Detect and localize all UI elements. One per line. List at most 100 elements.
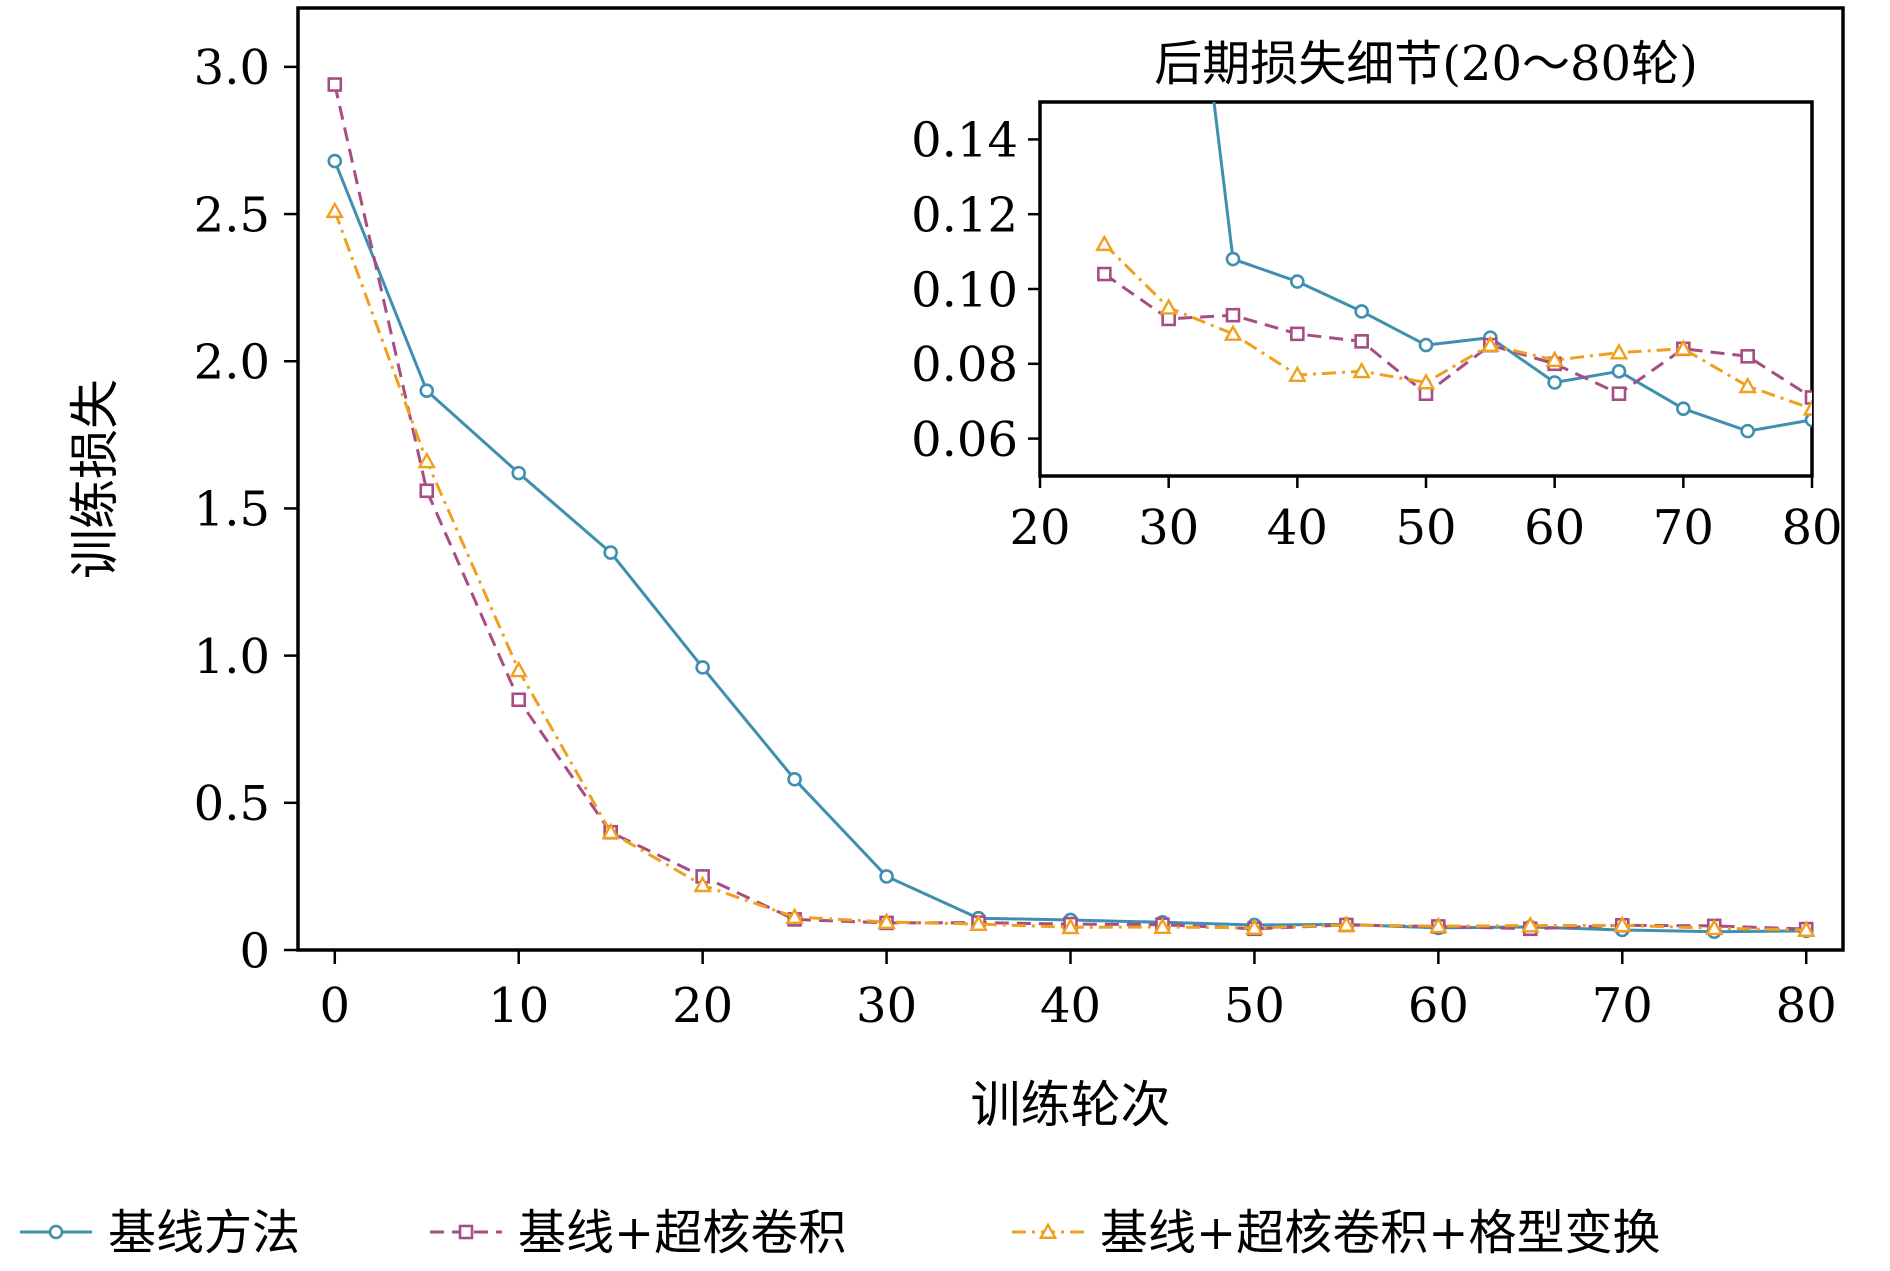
main-series-1-point bbox=[695, 660, 710, 675]
main-series-3-point bbox=[509, 660, 528, 678]
main-x-tick-label: 30 bbox=[856, 978, 917, 1034]
main-series-3-point bbox=[1337, 915, 1356, 932]
inset-series-1-point bbox=[1611, 363, 1627, 379]
inset-y-tick-label: 0.10 bbox=[911, 262, 1018, 318]
inset-series-2-point bbox=[1161, 311, 1176, 327]
inset-series-2-point bbox=[1290, 326, 1305, 342]
inset-title: 后期损失细节(20～80轮) bbox=[1154, 36, 1698, 92]
inset-series-group bbox=[1095, 102, 1812, 439]
inset-series-2-point bbox=[1740, 349, 1755, 364]
inset-x-tick-label: 50 bbox=[1395, 500, 1456, 556]
main-y-tick-label: 2.5 bbox=[194, 187, 270, 243]
main-series-3-point bbox=[1061, 917, 1080, 935]
main-series-1-point bbox=[787, 771, 802, 787]
main-series-3-point bbox=[785, 907, 804, 924]
inset-series-2-point bbox=[1097, 266, 1112, 282]
inset-series-3-point bbox=[1481, 335, 1500, 353]
inset-series-1-point bbox=[1804, 412, 1812, 428]
main-x-tick-label: 70 bbox=[1592, 978, 1653, 1034]
inset-x-tick-label: 40 bbox=[1267, 500, 1328, 556]
main-series-1-point bbox=[603, 545, 618, 560]
main-x-axis-title: 训练轮次 bbox=[971, 1076, 1171, 1134]
inset-series-1-point bbox=[1740, 423, 1755, 439]
main-series-2-point bbox=[327, 77, 343, 92]
main-series-3-point bbox=[1705, 918, 1724, 936]
main-series-3-point bbox=[417, 451, 436, 469]
inset-series-3-point bbox=[1802, 399, 1812, 416]
inset-series-3-point bbox=[1095, 234, 1114, 252]
inset-y-tick-label: 0.12 bbox=[911, 187, 1018, 243]
main-series-1-point bbox=[327, 153, 343, 169]
main-y-tick-label: 0 bbox=[239, 923, 270, 979]
inset-series-3-point bbox=[1609, 342, 1629, 360]
legend-label-3: 基线+超核卷积+格型变换 bbox=[1100, 1205, 1660, 1261]
main-series-3-point bbox=[1153, 917, 1172, 934]
inset-series-2-point bbox=[1611, 386, 1627, 402]
inset-y-tick-label: 0.08 bbox=[911, 337, 1018, 393]
inset-series-3-point bbox=[1416, 372, 1436, 390]
legend-label-1: 基线方法 bbox=[108, 1205, 300, 1261]
inset-series-1-point bbox=[1354, 304, 1369, 319]
main-series-3-point bbox=[1613, 915, 1632, 933]
main-series-2-point bbox=[511, 692, 527, 708]
inset-y-tick-label: 0.14 bbox=[911, 113, 1018, 169]
legend-marker-1 bbox=[48, 1224, 64, 1240]
inset-series-1-point bbox=[1290, 274, 1305, 289]
main-y-tick-label: 1.0 bbox=[194, 629, 270, 685]
main-series-3-point bbox=[693, 875, 712, 893]
inset-x-tick-label: 30 bbox=[1138, 500, 1199, 556]
main-series-group bbox=[325, 77, 1816, 940]
legend-marker-2 bbox=[458, 1224, 474, 1240]
main-x-tick-label: 10 bbox=[488, 978, 549, 1034]
main-x-tick-label: 50 bbox=[1224, 978, 1285, 1034]
main-series-3-point bbox=[969, 914, 988, 932]
inset-series-2-point bbox=[1418, 386, 1434, 402]
legend-marker-3 bbox=[1038, 1222, 1058, 1239]
main-series-1-point bbox=[419, 383, 435, 398]
main-x-tick-label: 80 bbox=[1776, 978, 1837, 1034]
main-series-1-point bbox=[511, 465, 527, 481]
main-y-tick-label: 2.0 bbox=[194, 335, 270, 391]
main-series-3-point bbox=[601, 822, 620, 840]
inset-series-line-2 bbox=[1103, 272, 1812, 399]
main-series-3-point bbox=[877, 912, 896, 929]
inset-series-3-point bbox=[1288, 365, 1307, 382]
inset-series-3-point bbox=[1674, 339, 1693, 356]
inset-series-2-point bbox=[1225, 307, 1241, 323]
inset-x-tick-label: 60 bbox=[1524, 500, 1585, 556]
main-series-3-point bbox=[1429, 916, 1448, 934]
main-series-3-point bbox=[1521, 915, 1540, 933]
main-x-tick-label: 40 bbox=[1040, 978, 1101, 1034]
main-series-3-point bbox=[1245, 918, 1264, 935]
inset-series-line-3 bbox=[1103, 243, 1812, 411]
inset-series-1-point bbox=[1676, 401, 1691, 416]
legend-label-2: 基线+超核卷积 bbox=[518, 1205, 846, 1261]
main-y-tick-label: 3.0 bbox=[194, 40, 270, 96]
inset-series-3-point bbox=[1738, 376, 1757, 394]
inset-frame bbox=[1038, 100, 1814, 478]
main-y-tick-label: 1.5 bbox=[194, 482, 270, 538]
main-series-3-point bbox=[325, 201, 345, 219]
inset-series-2-point bbox=[1354, 334, 1369, 349]
inset-series-3-point bbox=[1545, 350, 1564, 368]
inset-series-1-point bbox=[1547, 375, 1562, 390]
main-x-tick-label: 60 bbox=[1408, 978, 1469, 1034]
inset-series-3-point bbox=[1352, 361, 1371, 379]
inset-series-3-point bbox=[1223, 324, 1243, 341]
inset-plot: 20 30 40 50 60 70 80 0.06 0.08 0.10 0.12 0.14 后期损失细节… bbox=[911, 36, 1842, 556]
main-series-3-point bbox=[1796, 920, 1816, 937]
main-y-axis-title: 训练损失 bbox=[66, 379, 124, 579]
inset-x-tick-label: 20 bbox=[1009, 500, 1070, 556]
inset-y-tick-label: 0.06 bbox=[911, 412, 1018, 468]
inset-x-tick-label: 70 bbox=[1653, 500, 1714, 556]
legend: 基线方法 基线+超核卷积 基线+超核卷积+格型变换 bbox=[20, 1205, 1660, 1261]
inset-series-3-point bbox=[1159, 298, 1178, 315]
inset-series-1-point bbox=[1225, 251, 1241, 267]
inset-series-line-1 bbox=[1212, 102, 1812, 433]
main-x-tick-label: 20 bbox=[672, 978, 733, 1034]
inset-x-tick-label: 80 bbox=[1781, 500, 1842, 556]
main-series-2-point bbox=[419, 483, 435, 499]
inset-series-1-point bbox=[1418, 337, 1434, 353]
main-y-tick-label: 0.5 bbox=[194, 776, 270, 832]
